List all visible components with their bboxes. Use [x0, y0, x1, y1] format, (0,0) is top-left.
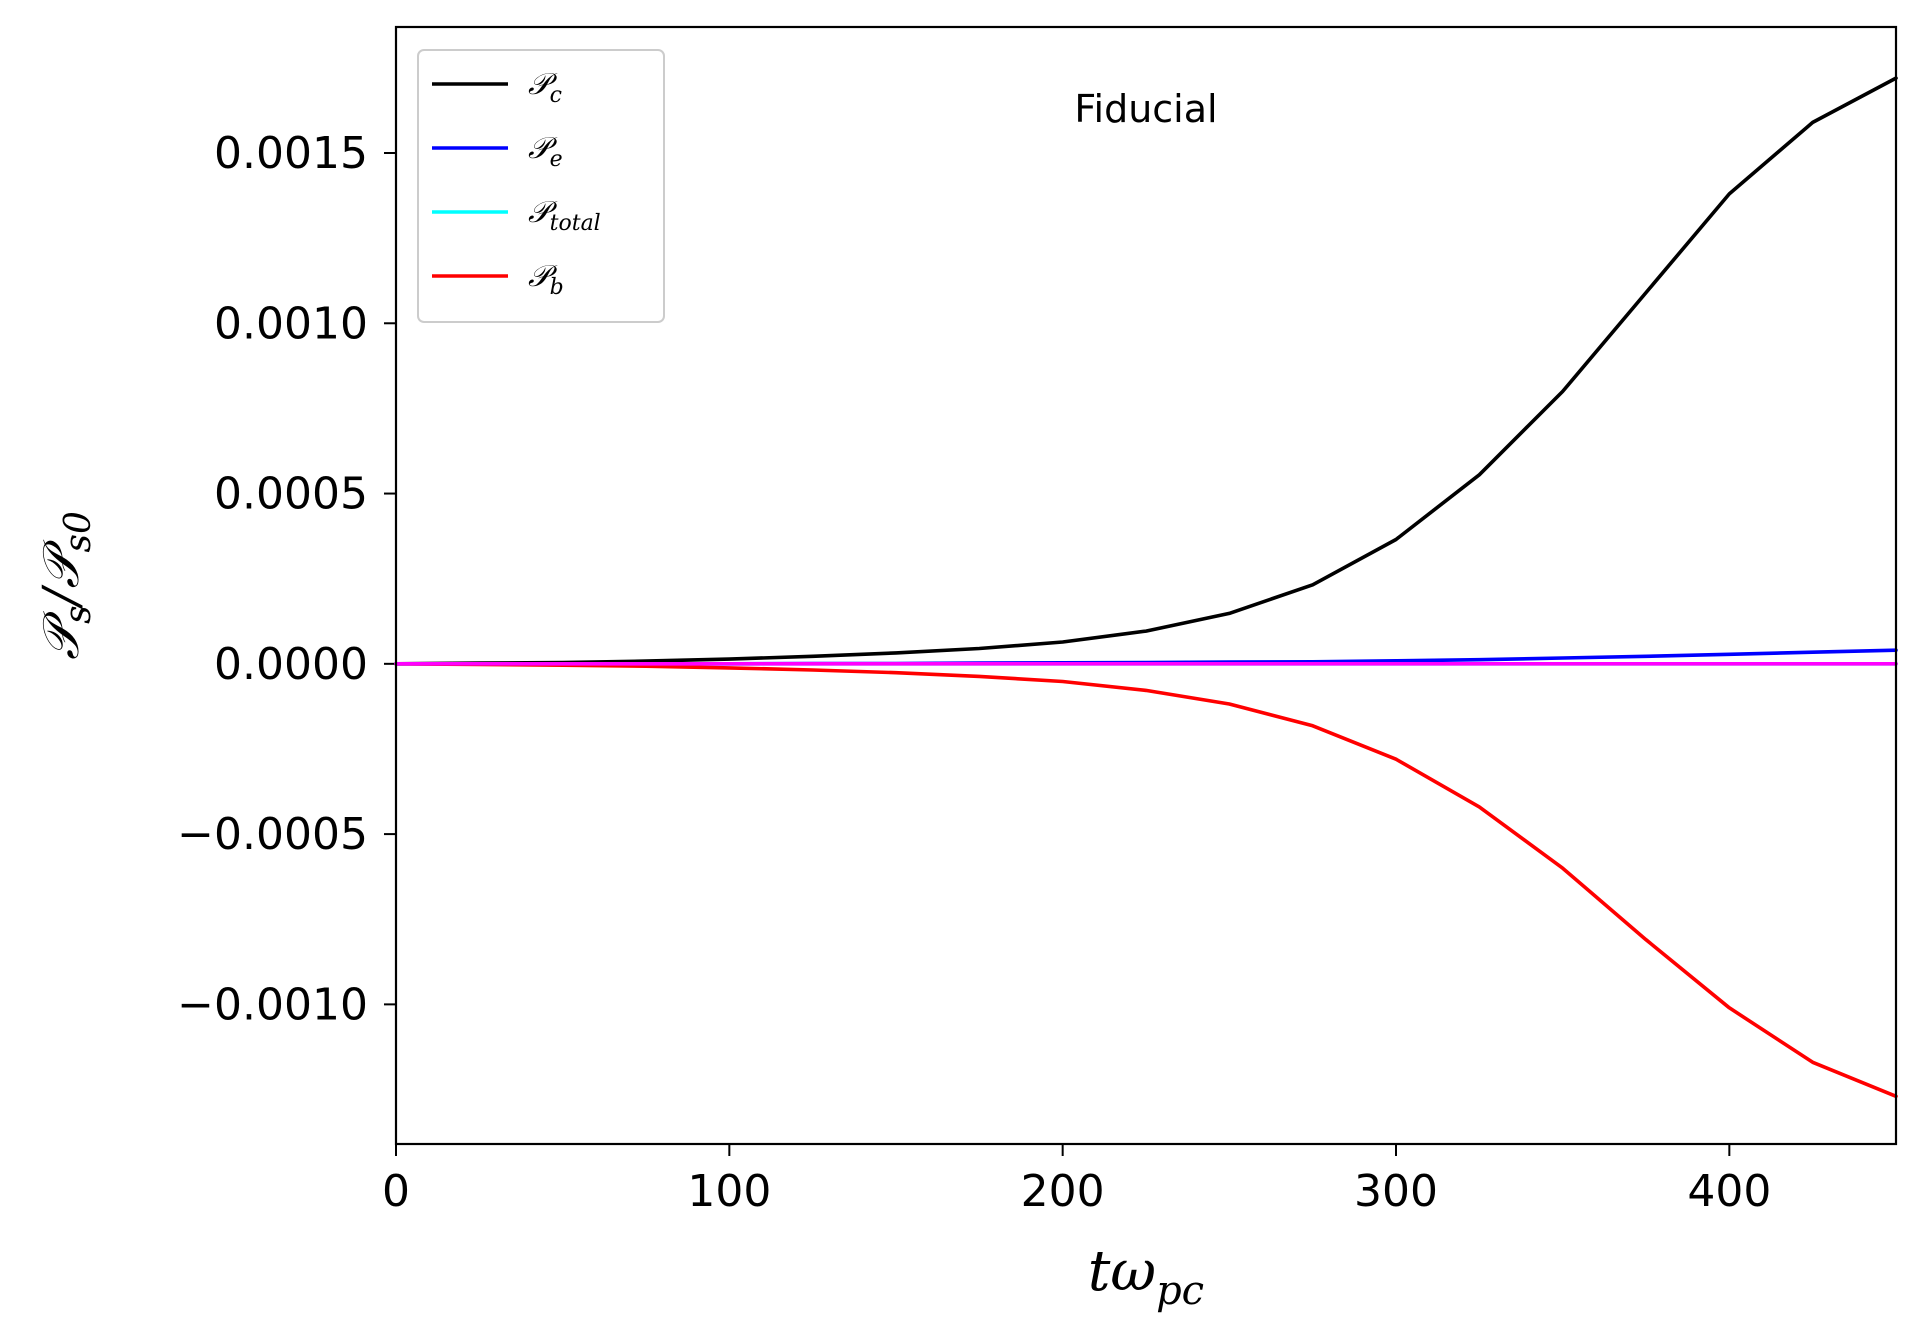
y-tick-label: −0.0010 [177, 979, 368, 1030]
legend-label-sub: total [550, 211, 601, 236]
plot-area [394, 76, 1898, 1099]
legend-label-sub: e [550, 147, 563, 172]
x-axis-label-main: tω [1088, 1239, 1156, 1304]
y-axis-label-den-sub: s0 [58, 511, 99, 552]
fiducial-annotation: Fiducial [1074, 87, 1217, 131]
y-tick-label: 0.0010 [214, 298, 368, 349]
x-axis-label-sub: pc [1156, 1268, 1204, 1314]
series-line-c [394, 76, 1898, 666]
y-axis-label-num-sub: s [58, 605, 99, 623]
legend-label-sub: b [550, 275, 564, 300]
legend-label-total: 𝒫total [528, 195, 601, 236]
x-axis-label: tωpc [1088, 1239, 1204, 1314]
axis-ticks: 0 100 200 300 400 −0.0010 −0.0005 0.0000 0.0005 0… [177, 128, 1771, 1217]
legend-label-sub: c [550, 83, 562, 108]
x-tick-label: 400 [1687, 1166, 1771, 1217]
y-tick-label: −0.0005 [177, 809, 368, 860]
y-tick-label: 0.0005 [214, 469, 368, 520]
series-line-b [394, 661, 1898, 1099]
y-axis-label-sep: / [32, 584, 90, 609]
y-tick-label: 0.0000 [214, 639, 368, 690]
axes-frame [394, 25, 1898, 1146]
x-tick-label: 100 [687, 1166, 771, 1217]
x-tick-label: 300 [1354, 1166, 1438, 1217]
y-axis-label: 𝒫s/𝒫s0 [32, 511, 99, 660]
x-tick-label: 0 [382, 1166, 410, 1217]
x-tick-label: 200 [1021, 1166, 1105, 1217]
legend-box [417, 49, 665, 323]
y-tick-label: 0.0015 [214, 128, 368, 179]
